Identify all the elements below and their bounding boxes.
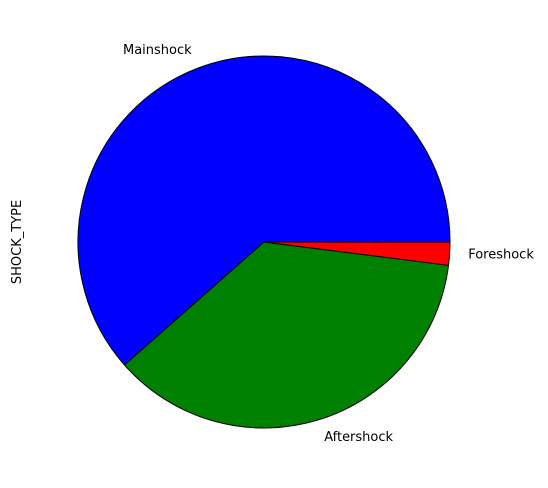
pie-slice-foreshock: [263, 241, 451, 266]
pie-slice-aftershock: [123, 241, 450, 429]
y-axis-label: SHOCK_TYPE: [10, 200, 25, 284]
pie-slices: [77, 55, 451, 429]
pie-label-mainshock: Mainshock: [123, 43, 192, 58]
pie-label-aftershock: Aftershock: [324, 430, 393, 445]
pie-slice-labels: Mainshock Aftershock Foreshock: [123, 43, 534, 445]
pie-slice-mainshock: [77, 55, 451, 366]
pie-label-foreshock: Foreshock: [468, 247, 534, 262]
